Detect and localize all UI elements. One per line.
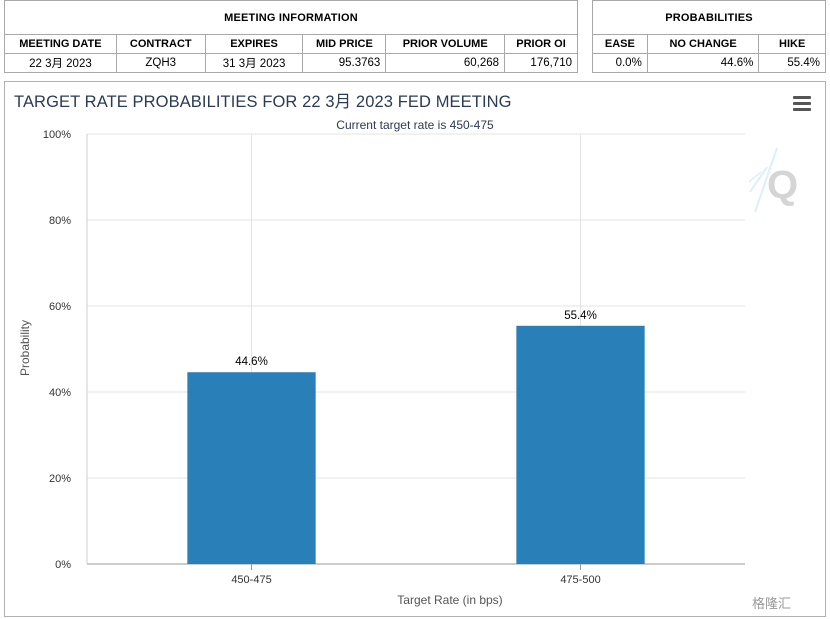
bar-450-475 (187, 372, 316, 564)
bar-chart: Current target rate is 450-475 0% 20% 40% 6… (18, 118, 745, 607)
y-axis-title: Probability (18, 320, 32, 376)
cell-meeting-date: 22 3月 2023 (4, 53, 117, 73)
cell-hike: 55.4% (758, 53, 826, 73)
bars-layer (187, 325, 645, 564)
cell-expires: 31 3月 2023 (204, 53, 304, 73)
y-tick-label: 0% (55, 559, 71, 571)
column-no-change: NO CHANGE (646, 34, 760, 54)
cell-contract: ZQH3 (115, 53, 206, 73)
meeting-information-header: MEETING INFORMATION (4, 0, 578, 35)
column-hike: HIKE (758, 34, 826, 54)
meeting-information-table: MEETING INFORMATION MEETING DATE CONTRAC… (4, 0, 578, 73)
y-tick-label: 80% (49, 215, 71, 227)
probabilities-table: PROBABILITIES EASE NO CHANGE HIKE 0.0% 4… (592, 0, 826, 73)
column-ease: EASE (592, 34, 648, 54)
data-label: 55.4% (564, 310, 597, 322)
grid-layer (86, 133, 745, 570)
chart-subtitle: Current target rate is 450-475 (336, 118, 494, 132)
probabilities-header: PROBABILITIES (592, 0, 826, 35)
x-tick-label: 475-500 (560, 574, 600, 586)
svg-text:Q: Q (767, 163, 798, 207)
column-expires: EXPIRES (204, 34, 304, 54)
q-logo-watermark-icon: Q (748, 147, 798, 213)
column-mid-price: MID PRICE (302, 34, 387, 54)
data-label: 44.6% (235, 356, 268, 368)
chart-title: TARGET RATE PROBABILITIES FOR 22 3月 2023… (14, 93, 512, 111)
chart-panel: TARGET RATE PROBABILITIES FOR 22 3月 2023… (4, 81, 826, 617)
y-tick-label: 20% (49, 473, 71, 485)
cell-mid-price: 95.3763 (302, 53, 387, 73)
y-tick-label: 100% (43, 129, 71, 141)
hamburger-menu-icon[interactable] (793, 96, 811, 111)
cell-prior-volume: 60,268 (385, 53, 506, 73)
column-contract: CONTRACT (115, 34, 206, 54)
column-meeting-date: MEETING DATE (4, 34, 117, 54)
bar-475-500 (516, 325, 645, 564)
cell-ease: 0.0% (592, 53, 648, 73)
x-tick-label: 450-475 (231, 574, 271, 586)
y-tick-label: 60% (49, 301, 71, 313)
column-prior-oi: PRIOR OI (504, 34, 578, 54)
cell-prior-oi: 176,710 (504, 53, 578, 73)
corner-watermark-badge: 格隆汇 (752, 593, 792, 612)
labels-layer: 0% 20% 40% 60% 80% 100% 44.6% 450-475 55.4% 475-5… (43, 129, 601, 586)
x-axis-title: Target Rate (in bps) (397, 593, 502, 607)
column-prior-volume: PRIOR VOLUME (385, 34, 506, 54)
y-tick-label: 40% (49, 387, 71, 399)
cell-no-change: 44.6% (646, 53, 760, 73)
